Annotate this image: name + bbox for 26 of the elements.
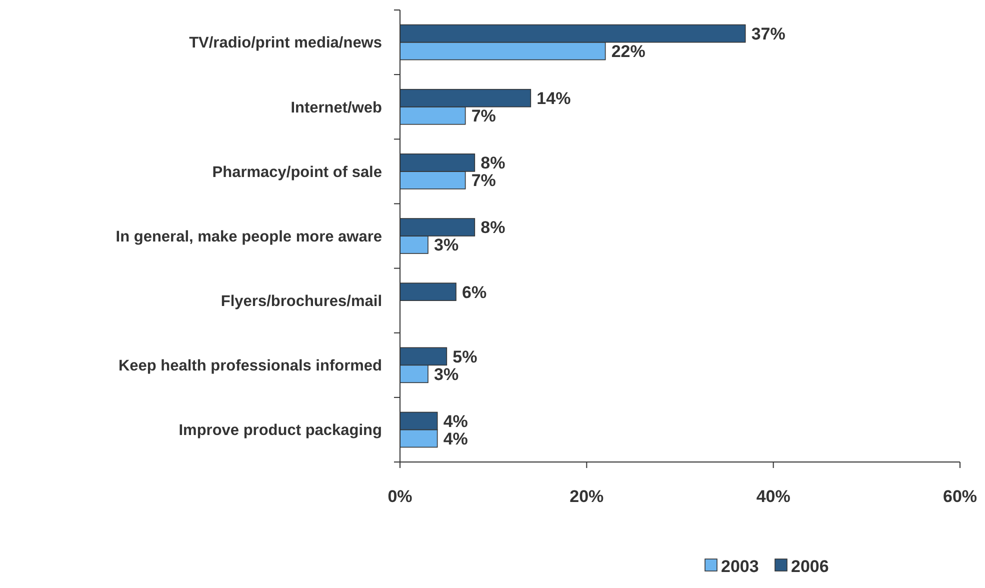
y-tick-label: Keep health professionals informed bbox=[118, 358, 382, 375]
data-label: 4% bbox=[443, 429, 468, 448]
data-label: 8% bbox=[480, 154, 506, 173]
y-tick-label: In general, make people more aware bbox=[116, 228, 382, 246]
x-tick-label: 0% bbox=[388, 487, 412, 506]
data-label: 3% bbox=[434, 236, 459, 255]
legend-label: 2003 bbox=[721, 556, 759, 576]
data-label: 8% bbox=[480, 218, 506, 238]
y-tick-label: Pharmacy/point of sale bbox=[212, 164, 382, 181]
y-tick-label: Improve product packaging bbox=[178, 422, 382, 440]
x-tick-label: 60% bbox=[942, 487, 978, 506]
y-tick-label: Internet/web bbox=[290, 99, 382, 116]
data-label: 7% bbox=[471, 106, 496, 126]
data-label: 22% bbox=[611, 42, 646, 61]
legend-label: 2006 bbox=[791, 556, 829, 576]
data-label: 37% bbox=[751, 24, 786, 44]
x-tick-label: 40% bbox=[756, 487, 790, 506]
y-tick-label: TV/radio/print media/news bbox=[189, 34, 382, 52]
y-tick-label: Flyers/brochures/mail bbox=[220, 292, 382, 310]
data-label: 7% bbox=[471, 171, 496, 190]
x-tick-label: 20% bbox=[570, 487, 604, 506]
data-label: 4% bbox=[443, 412, 468, 431]
data-label: 6% bbox=[462, 282, 487, 302]
data-label: 14% bbox=[536, 89, 571, 108]
data-label: 5% bbox=[452, 347, 478, 366]
data-label: 3% bbox=[434, 364, 459, 384]
